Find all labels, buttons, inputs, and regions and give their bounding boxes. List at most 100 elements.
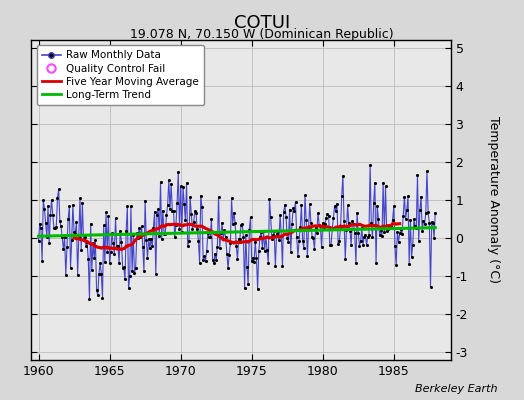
- Point: [387, 223, 396, 230]
- Point: [261, 234, 270, 240]
- Point: [209, 257, 217, 264]
- Point: [257, 228, 265, 235]
- Point: [84, 256, 92, 262]
- Point: [101, 259, 109, 266]
- Point: [195, 260, 204, 266]
- Point: [297, 202, 305, 208]
- Point: [190, 219, 198, 226]
- Point: [169, 208, 178, 214]
- Point: [341, 256, 350, 262]
- Point: [68, 237, 76, 243]
- Point: [71, 231, 80, 238]
- Point: [412, 224, 420, 231]
- Point: [72, 219, 81, 225]
- Point: [102, 209, 110, 216]
- Point: [228, 220, 237, 227]
- Point: [237, 222, 245, 228]
- Point: [331, 203, 339, 209]
- Point: [60, 234, 69, 240]
- Point: [180, 201, 189, 208]
- Point: [319, 220, 327, 226]
- Point: [121, 276, 129, 282]
- Point: [388, 216, 397, 223]
- Point: [96, 260, 104, 266]
- Point: [156, 179, 165, 186]
- Point: [83, 239, 91, 246]
- Point: [234, 236, 243, 242]
- Point: [327, 242, 335, 248]
- Point: [340, 218, 348, 224]
- Point: [406, 217, 414, 223]
- Point: [62, 272, 70, 278]
- Point: [368, 234, 377, 240]
- Point: [311, 224, 320, 231]
- Point: [277, 233, 286, 239]
- Legend: Raw Monthly Data, Quality Control Fail, Five Year Moving Average, Long-Term Tren: Raw Monthly Data, Quality Control Fail, …: [37, 45, 204, 105]
- Point: [274, 228, 282, 234]
- Point: [286, 206, 294, 213]
- Point: [246, 214, 255, 220]
- Point: [254, 286, 262, 292]
- Point: [350, 221, 358, 228]
- Point: [198, 204, 206, 210]
- Point: [76, 195, 84, 202]
- Point: [309, 235, 318, 242]
- Point: [177, 183, 185, 190]
- Point: [166, 206, 174, 212]
- Point: [41, 220, 50, 226]
- Point: [363, 242, 371, 248]
- Point: [310, 246, 319, 252]
- Point: [130, 270, 139, 276]
- Point: [416, 207, 424, 213]
- Point: [401, 216, 410, 222]
- Point: [37, 225, 45, 232]
- Point: [360, 234, 368, 240]
- Point: [145, 236, 153, 242]
- Point: [117, 238, 126, 245]
- Point: [179, 184, 187, 190]
- Point: [346, 228, 354, 234]
- Point: [224, 265, 232, 272]
- Point: [369, 199, 378, 206]
- Point: [354, 230, 363, 236]
- Point: [91, 237, 100, 243]
- Point: [318, 244, 326, 250]
- Point: [151, 271, 160, 277]
- Point: [208, 216, 216, 222]
- Point: [239, 234, 248, 240]
- Point: [165, 177, 173, 184]
- Point: [242, 232, 250, 238]
- Point: [50, 224, 58, 231]
- Point: [356, 238, 365, 244]
- Point: [324, 213, 333, 220]
- Point: [367, 220, 376, 226]
- Point: [35, 238, 43, 244]
- Point: [392, 262, 400, 268]
- Point: [230, 210, 238, 216]
- Point: [103, 249, 112, 255]
- Point: [299, 237, 307, 244]
- Point: [342, 227, 351, 234]
- Point: [255, 248, 263, 254]
- Point: [249, 254, 257, 261]
- Point: [163, 202, 172, 208]
- Point: [396, 230, 404, 237]
- Point: [291, 198, 300, 205]
- Point: [307, 219, 315, 226]
- Point: [223, 250, 231, 257]
- Point: [49, 212, 57, 218]
- Point: [259, 228, 268, 234]
- Point: [321, 220, 329, 227]
- Point: [58, 234, 67, 240]
- Point: [53, 195, 62, 201]
- Point: [119, 264, 128, 270]
- Point: [250, 258, 258, 265]
- Point: [345, 220, 353, 226]
- Point: [63, 244, 71, 250]
- Point: [135, 225, 144, 232]
- Point: [115, 260, 123, 266]
- Point: [186, 194, 194, 200]
- Point: [188, 226, 196, 232]
- Point: [205, 234, 213, 241]
- Point: [414, 238, 423, 244]
